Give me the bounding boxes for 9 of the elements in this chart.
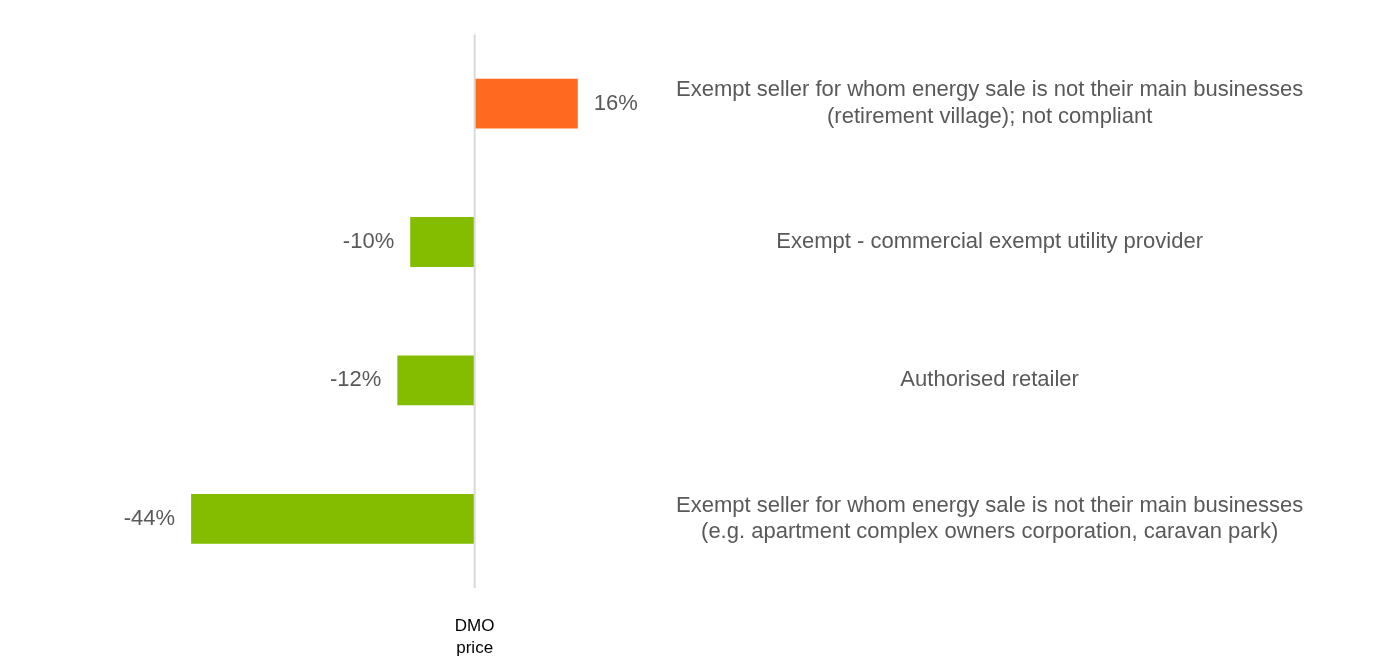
data-label: 16% [593, 89, 638, 115]
y-tick-label: Exempt seller for whom energy sale is not their main businesses (e.g. apartment complex owners corporation, caravan park) [676, 491, 1304, 544]
data-label: -10% [342, 228, 395, 254]
y-tick-label: Exempt seller for whom energy sale is not their main businesses (retirement village); not compliant [676, 76, 1304, 128]
y-tick-label: Exempt - commercial exempt utility provider [776, 228, 1203, 254]
y-tick-label: Authorised retailer [900, 366, 1079, 392]
data-label: -12% [329, 366, 382, 392]
ref-line-label: DMO price [454, 616, 495, 658]
data-label: -44% [123, 504, 176, 530]
